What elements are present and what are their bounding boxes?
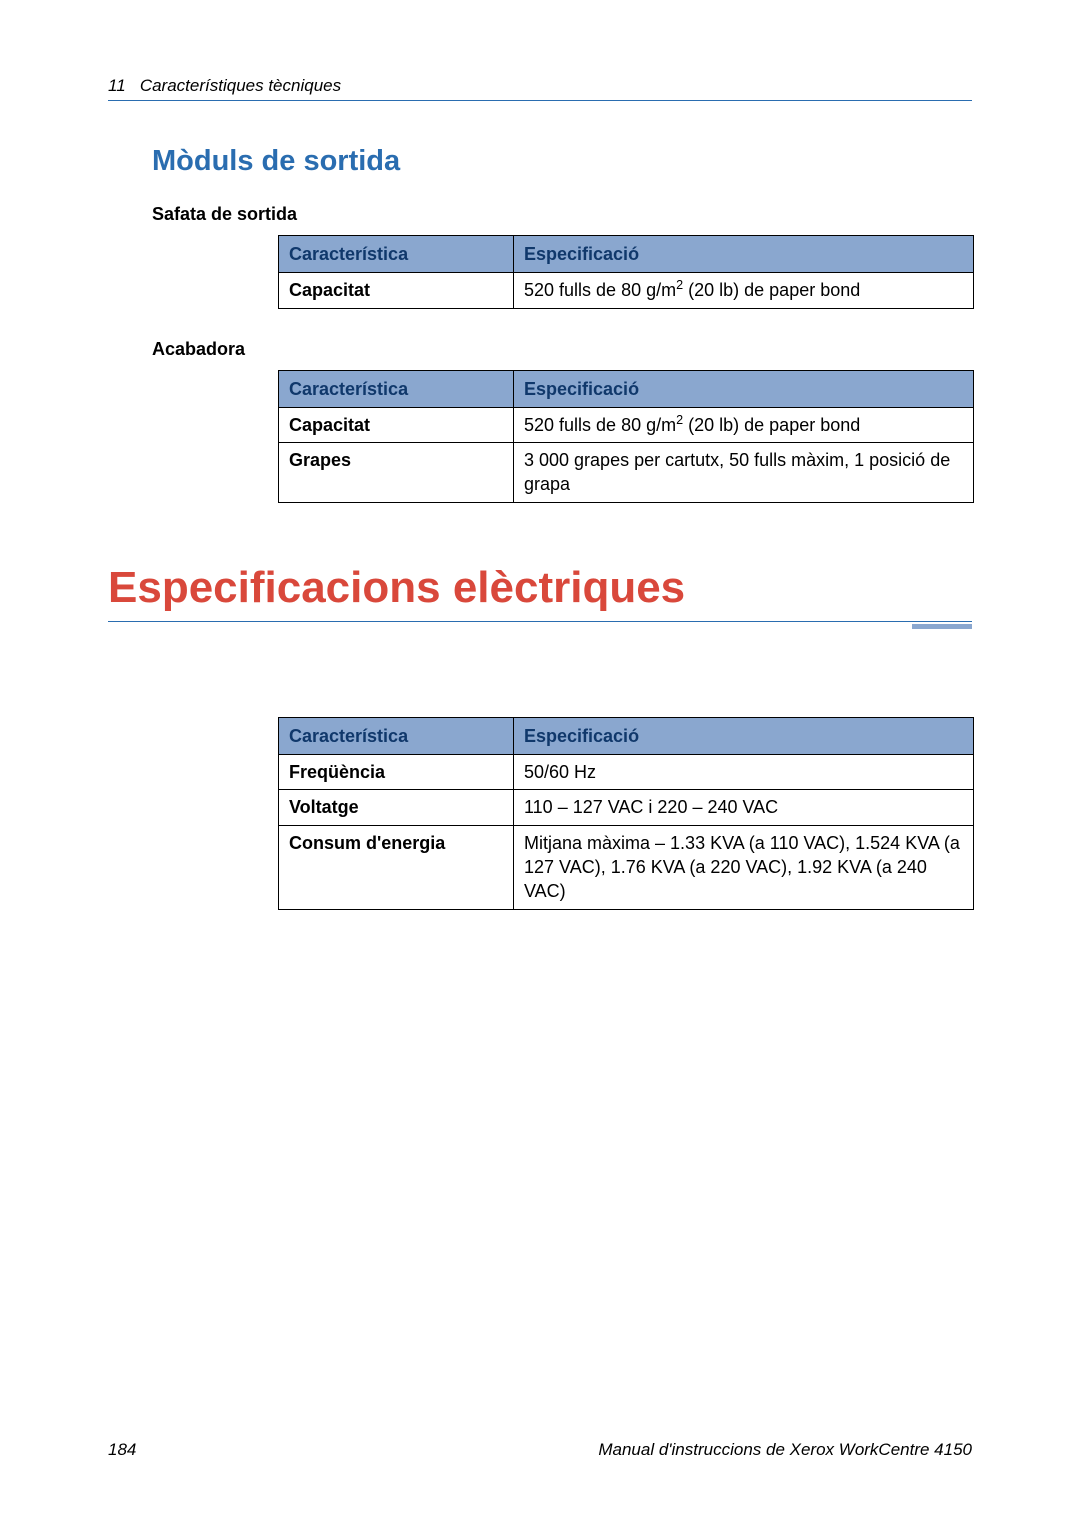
subheading-safata: Safata de sortida — [152, 204, 972, 225]
heading-rule — [108, 621, 972, 627]
table-cell-spec: Mitjana màxima – 1.33 KVA (a 110 VAC), 1… — [514, 825, 974, 909]
table-row: Capacitat520 fulls de 80 g/m2 (20 lb) de… — [279, 407, 974, 442]
table-cell-feature: Capacitat — [279, 273, 514, 308]
table-cell-feature: Voltatge — [279, 790, 514, 825]
manual-title: Manual d'instruccions de Xerox WorkCentr… — [598, 1440, 972, 1460]
table-cell-spec: 110 – 127 VAC i 220 – 240 VAC — [514, 790, 974, 825]
table-row: Voltatge110 – 127 VAC i 220 – 240 VAC — [279, 790, 974, 825]
table-header: Característica — [279, 236, 514, 273]
table-row: Consum d'energiaMitjana màxima – 1.33 KV… — [279, 825, 974, 909]
table-cell-spec: 520 fulls de 80 g/m2 (20 lb) de paper bo… — [514, 407, 974, 442]
table-safata: CaracterísticaEspecificacióCapacitat520 … — [278, 235, 974, 309]
table-header: Especificació — [514, 370, 974, 407]
table-cell-feature: Grapes — [279, 443, 514, 503]
table-header: Especificació — [514, 236, 974, 273]
table-cell-spec: 50/60 Hz — [514, 755, 974, 790]
page-footer: 184 Manual d'instruccions de Xerox WorkC… — [108, 1440, 972, 1460]
table-header: Especificació — [514, 717, 974, 754]
table-acabadora: CaracterísticaEspecificacióCapacitat520 … — [278, 370, 974, 503]
table-row: Freqüència50/60 Hz — [279, 755, 974, 790]
table-cell-feature: Freqüència — [279, 755, 514, 790]
subheading-acabadora: Acabadora — [152, 339, 972, 360]
table-row: Capacitat520 fulls de 80 g/m2 (20 lb) de… — [279, 273, 974, 308]
table-cell-feature: Consum d'energia — [279, 825, 514, 909]
section-heading-moduls: Mòduls de sortida — [152, 145, 972, 178]
table-cell-spec: 520 fulls de 80 g/m2 (20 lb) de paper bo… — [514, 273, 974, 308]
table-electriques: CaracterísticaEspecificacióFreqüència50/… — [278, 717, 974, 910]
page-header: 11 Característiques tècniques — [108, 76, 972, 101]
table-header: Característica — [279, 717, 514, 754]
chapter-title: Característiques tècniques — [140, 76, 341, 95]
page-number: 184 — [108, 1440, 136, 1460]
chapter-number: 11 — [108, 76, 126, 95]
table-row: Grapes3 000 grapes per cartutx, 50 fulls… — [279, 443, 974, 503]
section-heading-electriques: Especificacions elèctriques — [108, 563, 972, 621]
table-header: Característica — [279, 370, 514, 407]
table-cell-spec: 3 000 grapes per cartutx, 50 fulls màxim… — [514, 443, 974, 503]
table-cell-feature: Capacitat — [279, 407, 514, 442]
